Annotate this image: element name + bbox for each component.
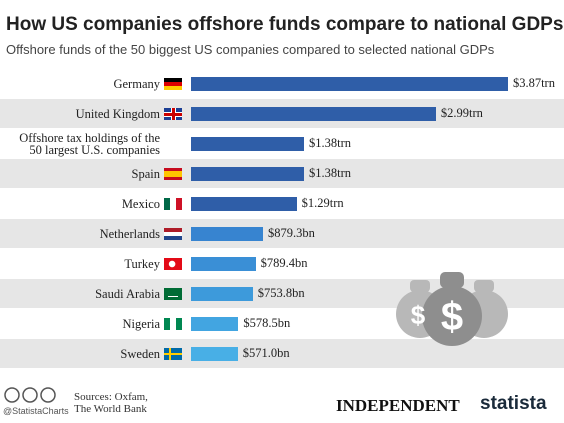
handle: @StatistaCharts (3, 406, 69, 416)
value-label: $753.8bn (257, 286, 305, 300)
flag-icon (164, 348, 182, 360)
chart-title: How US companies offshore funds compare … (6, 14, 564, 35)
category-label: Sweden (120, 347, 160, 361)
bar (191, 137, 305, 151)
value-label: $3.87trn (512, 76, 555, 90)
svg-text:$: $ (411, 300, 426, 330)
chart-subtitle: Offshore funds of the 50 biggest US comp… (6, 42, 495, 57)
bar (191, 257, 256, 271)
category-label: Netherlands (99, 227, 160, 241)
publisher-logo: INDEPENDENT (336, 396, 460, 415)
value-label: $1.38trn (309, 136, 352, 150)
money-bags-icon: $ $ (396, 272, 508, 346)
flag-icon (164, 198, 182, 210)
category-label: Nigeria (122, 317, 160, 331)
brand-logo: statista (480, 393, 547, 414)
sources: Sources: Oxfam, The World Bank (74, 391, 148, 415)
bar (191, 317, 239, 331)
bar (191, 287, 253, 301)
value-label: $1.38trn (309, 166, 352, 180)
bar (191, 107, 436, 121)
value-label: $578.5bn (243, 316, 291, 330)
value-label: $789.4bn (260, 256, 308, 270)
category-label: Spain (131, 167, 160, 181)
flag-icon (164, 318, 182, 330)
category-label: Saudi Arabia (95, 287, 160, 301)
flag-icon (164, 108, 182, 120)
value-label: $2.99trn (440, 106, 483, 120)
bar (191, 197, 297, 211)
category-label: Turkey (124, 257, 160, 271)
category-label: Offshore tax holdings of the 50 largest … (19, 131, 160, 157)
row-band (0, 339, 564, 368)
category-label: Mexico (121, 197, 160, 211)
flag-icon (164, 168, 182, 180)
flag-icon (164, 258, 182, 270)
flag-icon (164, 228, 182, 240)
category-label: United Kingdom (75, 107, 160, 121)
category-label: Germany (113, 77, 160, 91)
value-label: $1.29trn (301, 196, 344, 210)
bar (191, 77, 508, 91)
bar (191, 227, 263, 241)
bar (191, 167, 305, 181)
value-label: $571.0bn (242, 346, 290, 360)
row-band (0, 219, 564, 248)
license-icons (4, 387, 56, 403)
bar (191, 347, 238, 361)
value-label: $879.3bn (268, 226, 315, 240)
flag-icon (164, 78, 182, 90)
svg-text:$: $ (441, 295, 463, 339)
flag-icon (164, 288, 182, 300)
